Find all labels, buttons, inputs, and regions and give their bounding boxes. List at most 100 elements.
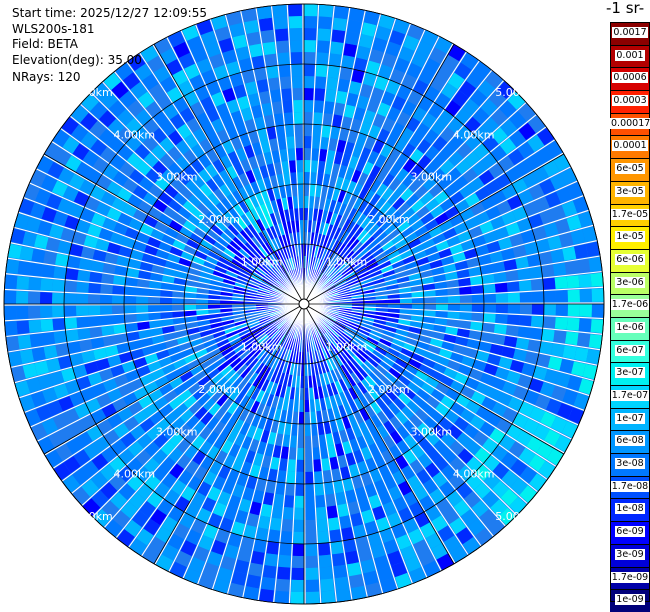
ppi-range-gate: [345, 427, 356, 441]
ppi-range-gate: [387, 512, 402, 528]
ppi-range-gate: [109, 154, 126, 170]
ppi-range-gate: [455, 159, 471, 175]
ppi-range-gate: [486, 241, 501, 253]
ppi-range-gate: [52, 305, 65, 318]
ppi-range-gate: [375, 311, 388, 317]
ppi-range-gate: [438, 109, 454, 126]
range-ring-label: 1.00km: [241, 340, 283, 353]
ppi-range-gate: [322, 319, 332, 328]
ppi-range-gate: [334, 339, 345, 351]
ppi-range-gate: [333, 151, 344, 165]
ppi-range-gate: [178, 469, 193, 486]
ppi-range-gate: [369, 193, 381, 207]
ppi-range-gate: [403, 434, 418, 449]
ppi-range-gate: [312, 136, 321, 149]
ppi-range-gate: [449, 191, 465, 205]
ppi-range-gate: [256, 308, 269, 312]
ppi-range-gate: [370, 329, 383, 338]
ppi-range-gate: [72, 364, 88, 379]
ppi-range-gate: [304, 220, 308, 233]
ppi-range-gate: [191, 143, 205, 159]
ppi-range-gate: [373, 453, 386, 468]
ppi-range-gate: [136, 232, 150, 244]
ppi-range-gate: [372, 210, 384, 224]
ppi-range-gate: [183, 164, 198, 180]
ppi-range-gate: [347, 279, 360, 287]
ppi-range-gate: [344, 250, 355, 262]
ppi-range-gate: [291, 244, 297, 257]
ppi-range-gate: [25, 217, 41, 233]
ppi-range-gate: [195, 304, 209, 310]
ppi-range-gate: [195, 299, 209, 304]
ppi-range-gate: [542, 277, 556, 290]
ppi-range-gate: [130, 249, 144, 261]
ppi-range-gate: [454, 416, 469, 432]
ppi-range-gate: [173, 192, 188, 206]
ppi-range-gate: [351, 69, 365, 84]
ppi-range-gate: [66, 437, 83, 455]
ppi-range-gate: [321, 125, 331, 138]
colorbar-tick: [610, 362, 650, 364]
colorbar-tick: [610, 248, 650, 250]
ppi-range-gate: [343, 362, 354, 375]
ppi-range-gate: [315, 184, 322, 198]
ppi-range-gate: [185, 502, 201, 518]
ppi-range-gate: [355, 158, 367, 172]
ppi-range-gate: [372, 322, 386, 330]
ppi-range-gate: [425, 505, 442, 522]
ppi-range-gate: [483, 230, 498, 244]
ppi-range-gate: [400, 127, 414, 143]
ppi-range-gate: [505, 166, 522, 183]
ppi-range-gate: [481, 274, 495, 284]
ppi-range-gate: [273, 493, 284, 507]
ppi-range-gate: [395, 328, 409, 337]
ppi-range-gate: [515, 160, 532, 177]
ppi-range-gate: [364, 483, 378, 498]
ppi-range-gate: [281, 322, 290, 334]
ppi-range-gate: [353, 197, 364, 211]
ppi-range-gate: [491, 402, 508, 417]
ppi-range-gate: [136, 313, 149, 322]
ppi-range-gate: [326, 186, 335, 200]
ppi-range-gate: [459, 208, 475, 222]
ppi-range-gate: [132, 240, 147, 253]
ppi-range-gate: [184, 292, 197, 299]
ppi-range-gate: [414, 225, 429, 238]
ppi-range-gate: [341, 153, 352, 167]
ppi-range-gate: [241, 245, 253, 256]
ppi-range-gate: [374, 154, 387, 169]
ppi-range-gate: [211, 326, 225, 334]
ppi-range-gate: [579, 304, 592, 317]
ppi-range-gate: [240, 366, 252, 379]
ppi-range-gate: [337, 366, 346, 379]
ppi-range-gate: [433, 324, 447, 333]
ppi-range-gate: [243, 144, 255, 159]
ppi-range-gate: [339, 296, 352, 300]
ppi-range-gate: [231, 521, 245, 536]
ppi-range-gate: [116, 187, 133, 202]
ppi-range-gate: [339, 391, 348, 405]
ppi-range-gate: [586, 349, 601, 365]
ppi-range-gate: [210, 322, 223, 329]
ppi-range-gate: [258, 466, 270, 481]
ppi-range-gate: [110, 364, 125, 378]
ppi-range-gate: [265, 325, 276, 335]
ppi-range-gate: [370, 414, 383, 429]
ppi-range-gate: [387, 550, 403, 566]
ppi-range-gate: [236, 275, 249, 283]
range-ring-label: 5.00km: [71, 510, 113, 523]
ppi-range-gate: [113, 423, 130, 438]
ppi-range-gate: [402, 100, 417, 117]
ppi-range-gate: [413, 250, 427, 261]
ppi-range-gate: [203, 363, 217, 375]
ppi-range-gate: [368, 387, 380, 401]
ppi-range-gate: [299, 220, 304, 233]
ppi-range-gate: [483, 294, 496, 303]
ppi-range-gate: [343, 233, 353, 246]
ppi-range-gate: [274, 332, 283, 343]
ray-separator: [303, 35, 440, 305]
ppi-range-gate: [471, 160, 488, 176]
ppi-range-gate: [360, 346, 372, 357]
ppi-range-gate: [434, 212, 449, 225]
